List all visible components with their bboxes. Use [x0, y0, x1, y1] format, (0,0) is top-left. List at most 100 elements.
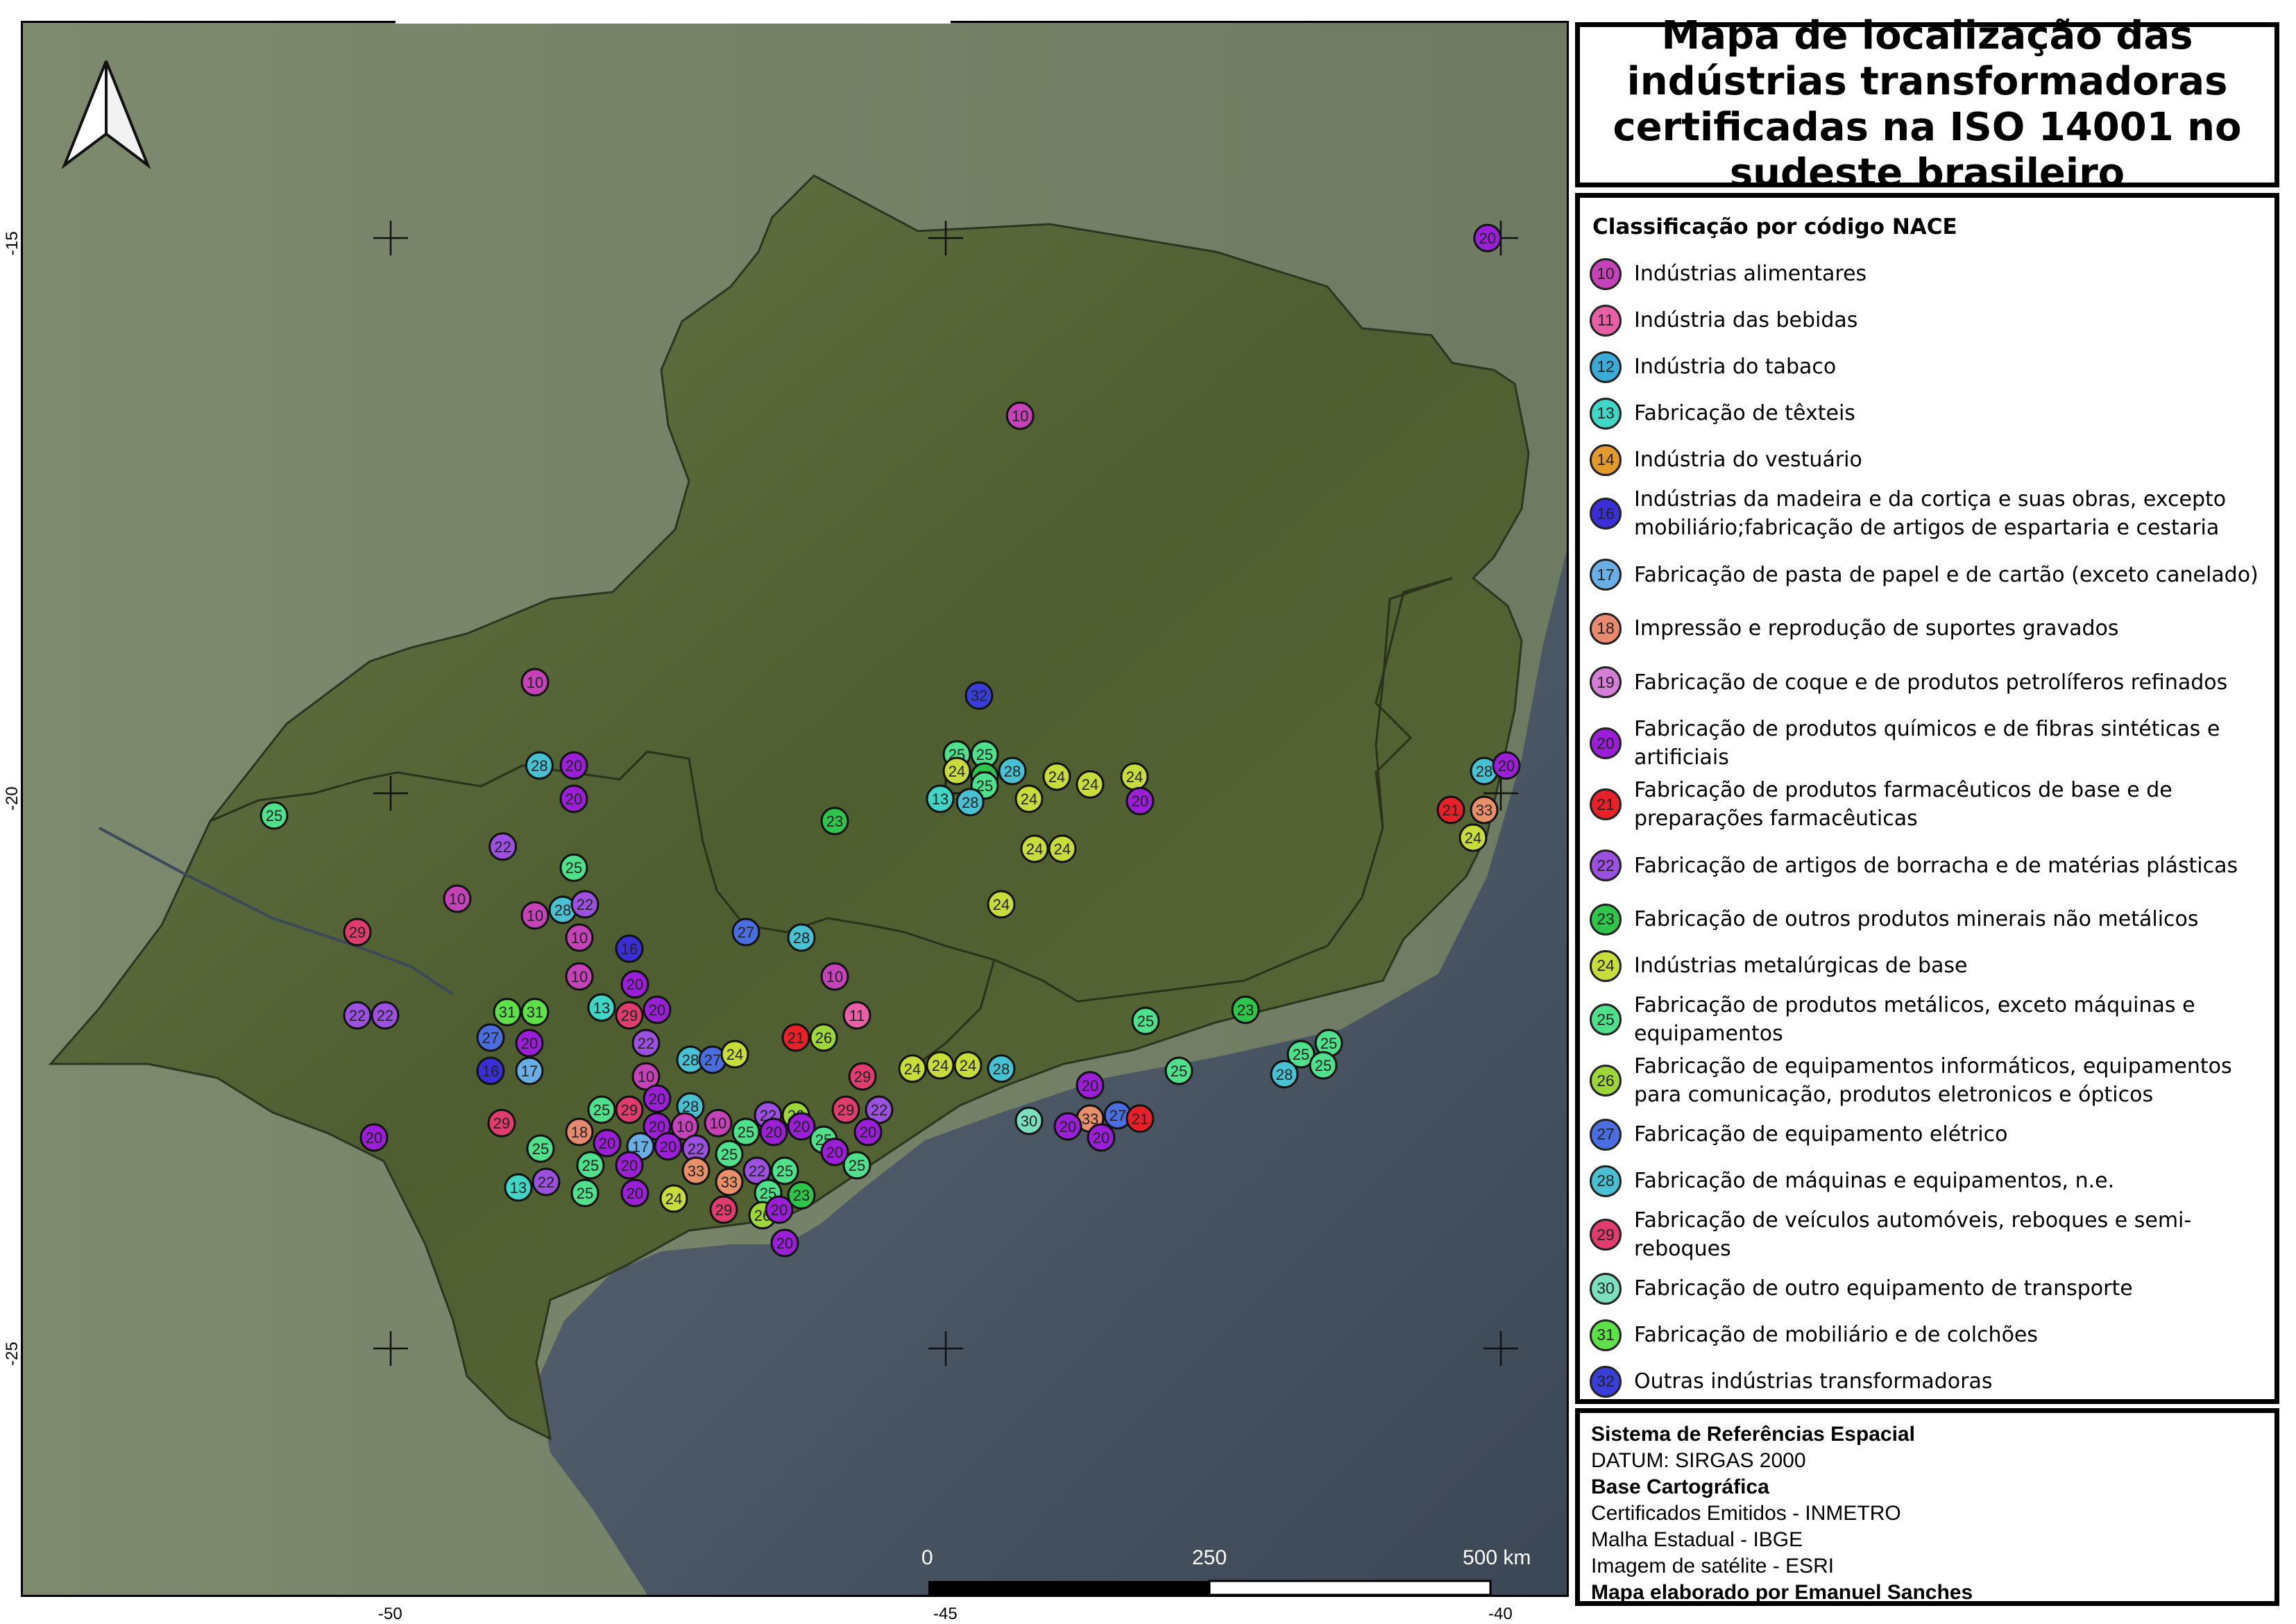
industry-point-marker[interactable]: [487, 1108, 516, 1137]
industry-point-10[interactable]: 10: [670, 1112, 699, 1141]
industry-point-28[interactable]: 28: [987, 1054, 1016, 1083]
industry-point-marker[interactable]: [770, 1156, 799, 1185]
industry-point-marker[interactable]: [559, 784, 588, 813]
industry-point-marker[interactable]: [820, 806, 849, 836]
industry-point-28[interactable]: 28: [998, 756, 1027, 786]
industry-point-marker[interactable]: [1473, 223, 1502, 253]
industry-point-marker[interactable]: [1470, 795, 1499, 824]
industry-point-marker[interactable]: [593, 1128, 622, 1158]
industry-point-marker[interactable]: [681, 1156, 711, 1185]
industry-point-marker[interactable]: [731, 1117, 760, 1147]
industry-point-marker[interactable]: [587, 1095, 616, 1124]
industry-point-marker[interactable]: [809, 1023, 838, 1052]
industry-point-24[interactable]: 24: [926, 1051, 955, 1080]
industry-point-marker[interactable]: [1270, 1060, 1299, 1089]
industry-point-marker[interactable]: [1131, 1006, 1160, 1035]
industry-point-marker[interactable]: [559, 853, 588, 882]
industry-point-24[interactable]: 24: [1048, 834, 1077, 863]
industry-points-layer[interactable]: 2010103225252824232424242513282420232424…: [260, 223, 1521, 1258]
industry-point-31[interactable]: 31: [493, 997, 522, 1026]
industry-point-marker[interactable]: [359, 1123, 389, 1152]
industry-point-27[interactable]: 27: [731, 917, 760, 947]
industry-point-29[interactable]: 29: [709, 1195, 738, 1224]
industry-point-marker[interactable]: [615, 934, 644, 963]
industry-point-10[interactable]: 10: [820, 962, 849, 991]
industry-point-marker[interactable]: [865, 1095, 894, 1124]
industry-point-25[interactable]: 25: [570, 1178, 599, 1208]
industry-point-marker[interactable]: [488, 832, 518, 861]
industry-point-marker[interactable]: [787, 1181, 816, 1210]
industry-point-22[interactable]: 22: [371, 1001, 400, 1030]
industry-point-25[interactable]: 25: [260, 801, 289, 830]
industry-point-25[interactable]: 25: [559, 853, 588, 882]
industry-point-13[interactable]: 13: [587, 993, 616, 1022]
industry-point-marker[interactable]: [520, 668, 550, 697]
industry-point-10[interactable]: 10: [443, 884, 472, 913]
industry-point-20[interactable]: 20: [654, 1132, 683, 1161]
map-canvas[interactable]: 2010103225252824232424242513282420232424…: [23, 23, 1567, 1595]
industry-point-24[interactable]: 24: [953, 1051, 983, 1080]
industry-point-marker[interactable]: [1053, 1112, 1082, 1141]
industry-point-20[interactable]: 20: [643, 995, 672, 1024]
industry-point-20[interactable]: 20: [820, 1137, 849, 1167]
industry-point-29[interactable]: 29: [831, 1095, 860, 1124]
industry-point-25[interactable]: 25: [1164, 1056, 1193, 1085]
industry-point-marker[interactable]: [953, 1051, 983, 1080]
industry-point-marker[interactable]: [1286, 1040, 1316, 1069]
industry-point-marker[interactable]: [520, 901, 550, 930]
industry-point-28[interactable]: 28: [787, 923, 816, 952]
industry-point-marker[interactable]: [1020, 834, 1049, 863]
industry-point-marker[interactable]: [820, 1137, 849, 1167]
industry-point-marker[interactable]: [1042, 762, 1071, 791]
industry-point-marker[interactable]: [343, 1001, 372, 1030]
industry-point-marker[interactable]: [631, 1029, 661, 1058]
industry-point-marker[interactable]: [476, 1023, 505, 1052]
industry-point-20[interactable]: 20: [853, 1117, 883, 1147]
industry-point-22[interactable]: 22: [742, 1156, 772, 1185]
industry-point-marker[interactable]: [504, 1173, 533, 1202]
industry-point-marker[interactable]: [926, 784, 955, 813]
industry-point-20[interactable]: 20: [620, 970, 649, 999]
industry-point-marker[interactable]: [615, 1095, 644, 1124]
industry-point-marker[interactable]: [559, 751, 588, 780]
industry-point-marker[interactable]: [1436, 795, 1465, 824]
industry-point-10[interactable]: 10: [631, 1062, 661, 1091]
industry-point-29[interactable]: 29: [487, 1108, 516, 1137]
industry-point-25[interactable]: 25: [1314, 1029, 1343, 1058]
industry-point-25[interactable]: 25: [1309, 1051, 1338, 1080]
industry-point-marker[interactable]: [926, 1051, 955, 1080]
industry-point-24[interactable]: 24: [1075, 770, 1105, 799]
industry-point-25[interactable]: 25: [1131, 1006, 1160, 1035]
industry-point-marker[interactable]: [781, 1023, 810, 1052]
industry-point-marker[interactable]: [520, 997, 550, 1026]
industry-point-marker[interactable]: [1075, 1071, 1105, 1100]
industry-point-marker[interactable]: [1048, 834, 1077, 863]
industry-point-20[interactable]: 20: [593, 1128, 622, 1158]
industry-point-marker[interactable]: [1125, 1104, 1155, 1133]
industry-point-marker[interactable]: [515, 1029, 544, 1058]
industry-point-26[interactable]: 26: [809, 1023, 838, 1052]
industry-point-31[interactable]: 31: [520, 997, 550, 1026]
industry-point-marker[interactable]: [765, 1195, 794, 1224]
industry-point-10[interactable]: 10: [704, 1108, 733, 1137]
industry-point-20[interactable]: 20: [515, 1029, 544, 1058]
industry-point-marker[interactable]: [620, 1178, 649, 1208]
industry-point-28[interactable]: 28: [1470, 756, 1499, 786]
industry-point-29[interactable]: 29: [615, 1001, 644, 1030]
industry-point-marker[interactable]: [964, 681, 994, 710]
industry-point-marker[interactable]: [371, 1001, 400, 1030]
industry-point-marker[interactable]: [515, 1056, 544, 1085]
industry-point-27[interactable]: 27: [476, 1023, 505, 1052]
industry-point-marker[interactable]: [731, 917, 760, 947]
industry-point-20[interactable]: 20: [770, 1228, 799, 1258]
map-frame[interactable]: 2010103225252824232424242513282420232424…: [21, 21, 1569, 1597]
industry-point-marker[interactable]: [565, 923, 594, 952]
industry-point-11[interactable]: 11: [842, 1001, 871, 1030]
industry-point-27[interactable]: 27: [698, 1045, 727, 1074]
industry-point-13[interactable]: 13: [926, 784, 955, 813]
industry-point-marker[interactable]: [955, 788, 985, 817]
industry-point-28[interactable]: 28: [525, 751, 554, 780]
industry-point-21[interactable]: 21: [781, 1023, 810, 1052]
industry-point-20[interactable]: 20: [1075, 1071, 1105, 1100]
industry-point-32[interactable]: 32: [964, 681, 994, 710]
